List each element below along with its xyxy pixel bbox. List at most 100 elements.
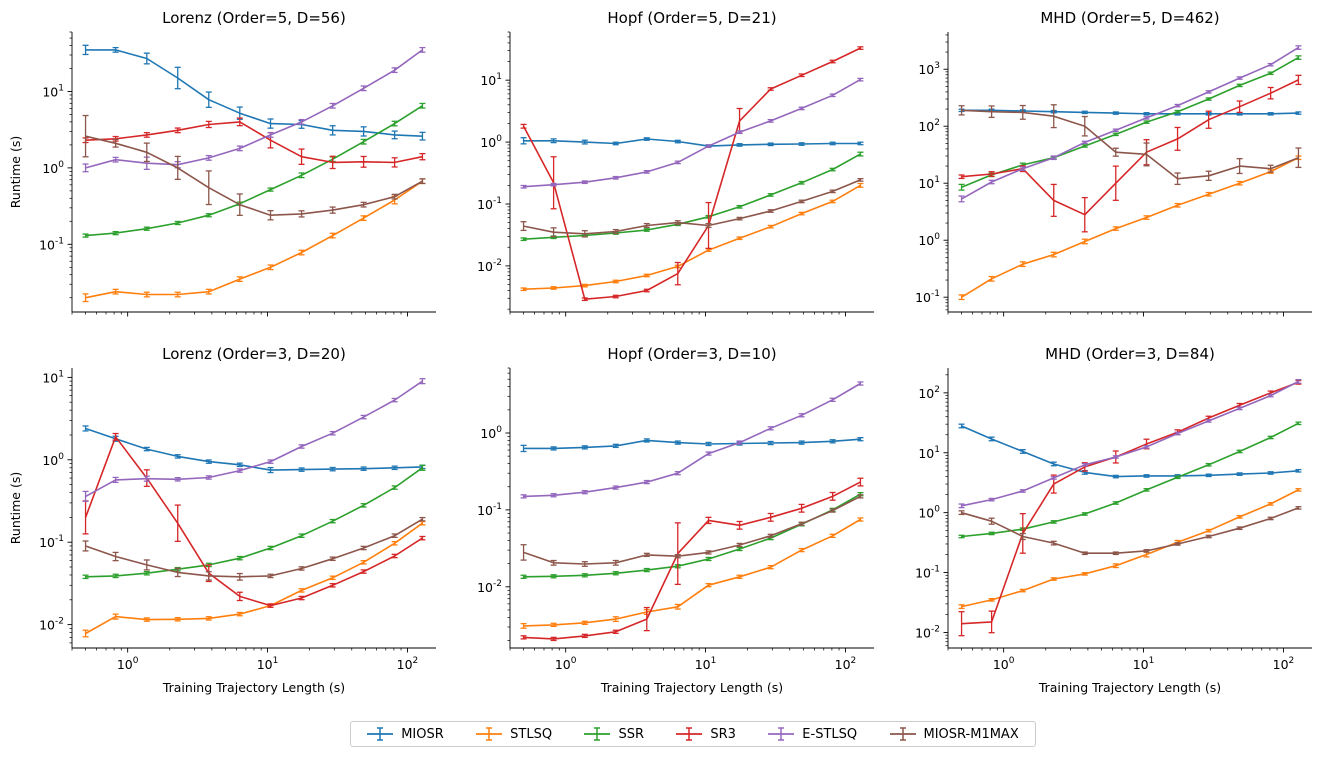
series-line <box>961 489 1299 608</box>
panel-3: 10-1 100 101 102 103 MHD (Order=5, D=462) <box>915 9 1312 317</box>
legend-swatch-ssr <box>584 727 611 741</box>
series-line <box>961 507 1299 555</box>
y-tick-label: 10-1 <box>39 534 64 550</box>
legend-label-stlsq: STLSQ <box>510 726 553 742</box>
series-sr3 <box>82 432 426 608</box>
series-e-stlsq <box>82 378 426 502</box>
series-line <box>961 56 1299 188</box>
x-tick-label: 102 <box>1273 656 1295 672</box>
x-tick-label: 101 <box>257 656 279 672</box>
series-line <box>85 105 423 237</box>
series-line <box>961 109 1299 180</box>
series-line <box>85 380 423 498</box>
series-ssr <box>958 421 1302 539</box>
y-tick-label: 10-2 <box>477 257 502 273</box>
x-axis-label-left: Training Trajectory Length (s) <box>162 680 345 695</box>
series-line <box>961 422 1299 538</box>
series-line <box>85 180 423 299</box>
panel-5: 100 101 102 10-2 10-1 100 Hopf (Order=3, D=10) <box>477 345 874 672</box>
y-tick-label: 100 <box>480 424 502 440</box>
y-tick-label: 101 <box>918 175 940 191</box>
x-tick-label: 102 <box>835 656 857 672</box>
y-tick-label: 10-2 <box>915 624 940 640</box>
series-ssr <box>520 151 864 242</box>
panel-title: Hopf (Order=5, D=21) <box>607 9 776 27</box>
series-miosr-m1max <box>520 494 864 567</box>
y-tick-label: 10-2 <box>477 578 502 594</box>
y-tick-label: 102 <box>918 118 940 134</box>
panel-1: 10-1 100 101 Lorenz (Order=5, D=56) <box>39 9 436 317</box>
panel-title: Lorenz (Order=5, D=56) <box>162 9 346 27</box>
series-line <box>85 135 423 216</box>
series-line <box>522 47 861 301</box>
series-line <box>523 138 861 147</box>
series-line <box>961 109 1299 115</box>
series-miosr-m1max <box>958 506 1302 556</box>
legend-entry-ssr: SSR <box>584 727 644 742</box>
series-line <box>523 382 861 498</box>
series-line <box>85 121 423 164</box>
x-axis-label-middle: Training Trajectory Length (s) <box>600 680 783 695</box>
series-line <box>523 438 861 450</box>
series-miosr <box>82 44 426 141</box>
series-sr3 <box>520 46 864 302</box>
legend-label-miosr-m1max: MIOSR-M1MAX <box>923 726 1019 742</box>
series-line <box>85 467 423 578</box>
series-line <box>85 49 423 137</box>
y-tick-label: 10-2 <box>39 616 64 632</box>
series-line <box>85 427 423 471</box>
y-tick-label: 10-1 <box>915 564 940 580</box>
panel-2: 10-2 10-1 100 101 Hopf (Order=5, D=21) <box>477 9 874 317</box>
series-line <box>961 381 1299 625</box>
series-miosr <box>82 425 426 474</box>
y-tick-label: 101 <box>918 444 940 460</box>
x-tick-label: 100 <box>117 656 139 672</box>
series-sr3 <box>958 379 1302 637</box>
series-miosr-m1max <box>520 178 864 238</box>
y-tick-label: 100 <box>918 232 940 248</box>
series-line <box>961 425 1299 478</box>
panel-4: 100 101 102 10-2 10-1 100 101 Lorenz (Order=3, … <box>39 345 436 672</box>
y-tick-label: 100 <box>480 134 502 150</box>
series-miosr-m1max <box>82 516 426 581</box>
legend-entry-e-stlsq: E-STLSQ <box>768 727 857 742</box>
y-tick-label: 103 <box>918 61 940 77</box>
series-sr3 <box>520 477 864 642</box>
series-e-stlsq <box>958 379 1302 509</box>
series-line <box>85 518 423 578</box>
legend-entry-miosr-m1max: MIOSR-M1MAX <box>889 726 1019 742</box>
y-tick-label: 100 <box>42 451 64 467</box>
legend-label-ssr: SSR <box>618 726 644 742</box>
y-tick-label: 101 <box>480 72 502 88</box>
series-miosr-m1max <box>958 104 1302 186</box>
panel-title: Hopf (Order=3, D=10) <box>607 345 776 363</box>
series-stlsq <box>958 488 1302 610</box>
series-line <box>523 78 861 188</box>
legend-entry-stlsq: STLSQ <box>476 727 552 742</box>
series-line <box>523 495 861 565</box>
legend-label-sr3: SR3 <box>710 726 736 742</box>
series-line <box>85 522 423 635</box>
y-axis-label-top: Runtime (s) <box>8 136 23 208</box>
series-miosr <box>520 437 864 453</box>
series-line <box>523 184 861 290</box>
legend-label-e-stlsq: E-STLSQ <box>802 726 858 742</box>
legend-swatch-stlsq <box>476 727 503 741</box>
y-tick-label: 10-1 <box>39 236 64 252</box>
y-tick-label: 102 <box>918 384 940 400</box>
y-tick-label: 10-1 <box>915 289 940 305</box>
legend-entry-miosr: MIOSR <box>367 727 444 742</box>
x-tick-label: 101 <box>1133 656 1155 672</box>
y-axis-label-bottom: Runtime (s) <box>8 472 23 544</box>
series-line <box>523 481 861 640</box>
legend: MIOSR STLSQ SSR SR3 E-STLSQ MIOSR-M1MAX <box>350 721 1036 747</box>
panel-title: MHD (Order=3, D=84) <box>1045 345 1215 363</box>
series-line <box>523 518 861 627</box>
y-tick-label: 100 <box>42 159 64 175</box>
series-ssr <box>82 102 426 238</box>
series-line <box>523 153 861 240</box>
x-axis-label-right: Training Trajectory Length (s) <box>1038 680 1221 695</box>
legend-swatch-miosr-m1max <box>889 727 916 741</box>
series-line <box>961 156 1299 298</box>
series-line <box>961 380 1299 507</box>
